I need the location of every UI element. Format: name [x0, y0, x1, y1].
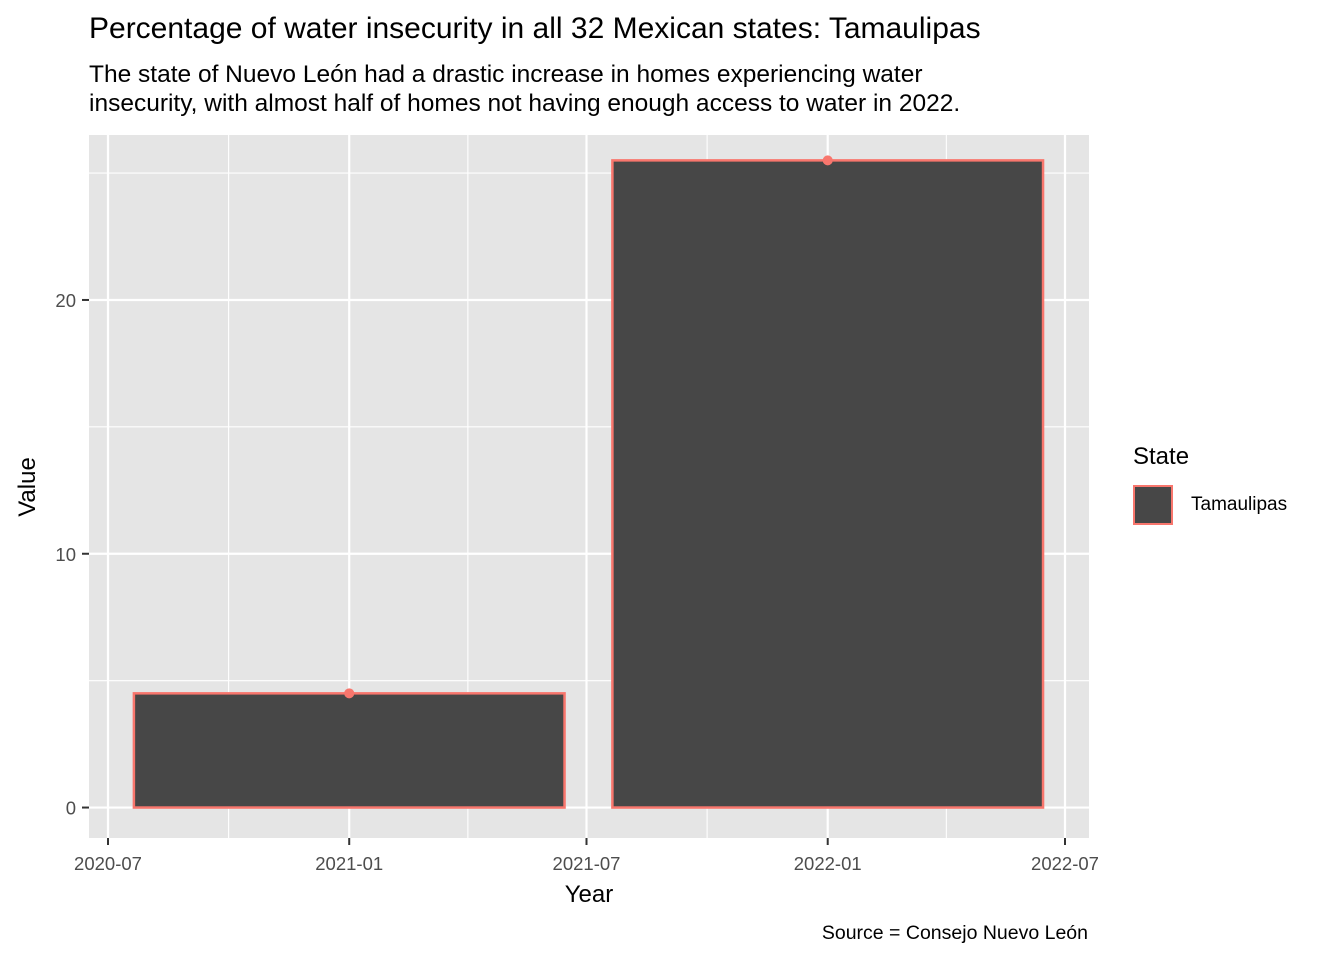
x-tick-label: 2021-01 — [315, 853, 383, 874]
bars — [132, 159, 1045, 809]
y-tick-label: 10 — [55, 544, 76, 565]
legend-label: Tamaulipas — [1191, 494, 1288, 515]
chart-caption: Source = Consejo Nuevo León — [821, 922, 1088, 944]
x-tick-label: 2022-07 — [1031, 853, 1099, 874]
chart-subtitle: The state of Nuevo León had a drastic in… — [89, 61, 961, 117]
bar-2022-01 — [611, 159, 1045, 809]
legend-title: State — [1133, 443, 1190, 470]
y-axis: 0 10 20 — [55, 290, 89, 819]
y-tick-label: 20 — [55, 290, 76, 311]
points — [344, 155, 833, 699]
y-axis-title: Value — [14, 457, 41, 517]
point-2022-01 — [822, 155, 833, 166]
point-2021-01 — [344, 688, 355, 699]
x-axis: 2020-07 2021-01 2021-07 2022-01 2022-07 — [74, 838, 1099, 874]
legend-item: Tamaulipas — [1133, 485, 1287, 525]
legend: State Tamaulipas — [1133, 441, 1287, 525]
bar-2021-01 — [132, 692, 566, 809]
x-tick-label: 2021-07 — [553, 853, 621, 874]
x-axis-title: Year — [565, 881, 614, 908]
x-tick-label: 2022-01 — [794, 853, 862, 874]
y-tick-label: 0 — [66, 798, 76, 819]
x-tick-label: 2020-07 — [74, 853, 142, 874]
legend-key-swatch — [1133, 485, 1173, 525]
chart-title: Percentage of water insecurity in all 32… — [89, 12, 981, 45]
